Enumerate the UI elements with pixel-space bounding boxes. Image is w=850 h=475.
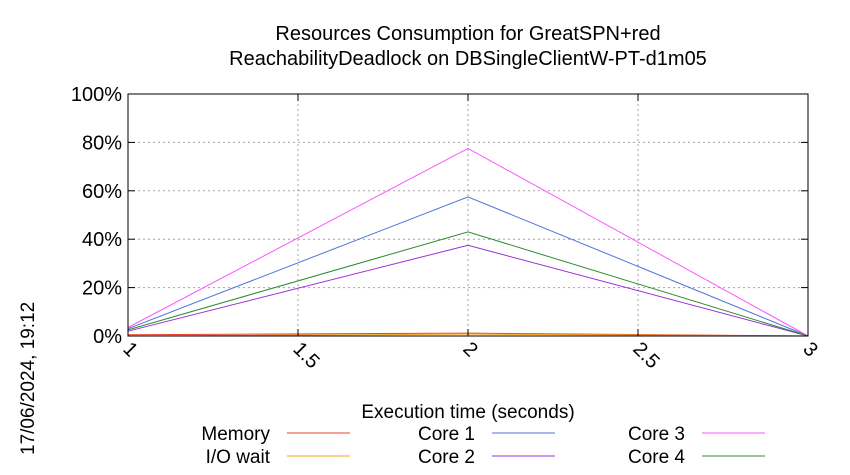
legend-label-i-o-wait: I/O wait [206,447,271,468]
legend-label-memory: Memory [201,424,270,445]
x-axis-ticks: 1 1.5 2 2.5 3 [118,94,822,373]
legend-label-core-1: Core 1 [418,424,475,445]
grid [128,94,808,336]
y-tick-label: 100% [71,84,122,106]
y-tick-label: 60% [82,181,122,203]
legend-label-core-4: Core 4 [628,447,685,468]
legend-label-core-2: Core 2 [418,447,475,468]
chart-title-line2: ReachabilityDeadlock on DBSingleClientW-… [229,48,707,70]
x-tick-label: 2.5 [628,338,663,373]
chart-title-line1: Resources Consumption for GreatSPN+red [275,23,660,45]
x-tick-label: 1.5 [288,338,323,373]
y-tick-label: 40% [82,229,122,251]
legend-label-core-3: Core 3 [628,424,685,445]
y-tick-label: 0% [93,326,122,348]
y-tick-label: 20% [82,278,122,300]
series-line-core-4 [127,231,809,337]
series-line-core-3 [127,147,809,337]
timestamp: 17/06/2024, 19:12 [18,302,39,455]
y-tick-label: 80% [82,132,122,154]
y-axis-ticks: 0% 20% 40% 60% 80% 100% [71,84,808,348]
legend: Memory Core 1 Core 3 I/O wait Core 2 Core 4 [201,424,765,468]
x-tick-label: 2 [458,338,481,361]
series-line-core-1 [127,196,809,337]
x-axis-label: Execution time (seconds) [361,402,574,423]
series-line-core-2 [127,244,809,337]
x-tick-label: 3 [798,338,821,361]
series-lines [127,147,809,337]
